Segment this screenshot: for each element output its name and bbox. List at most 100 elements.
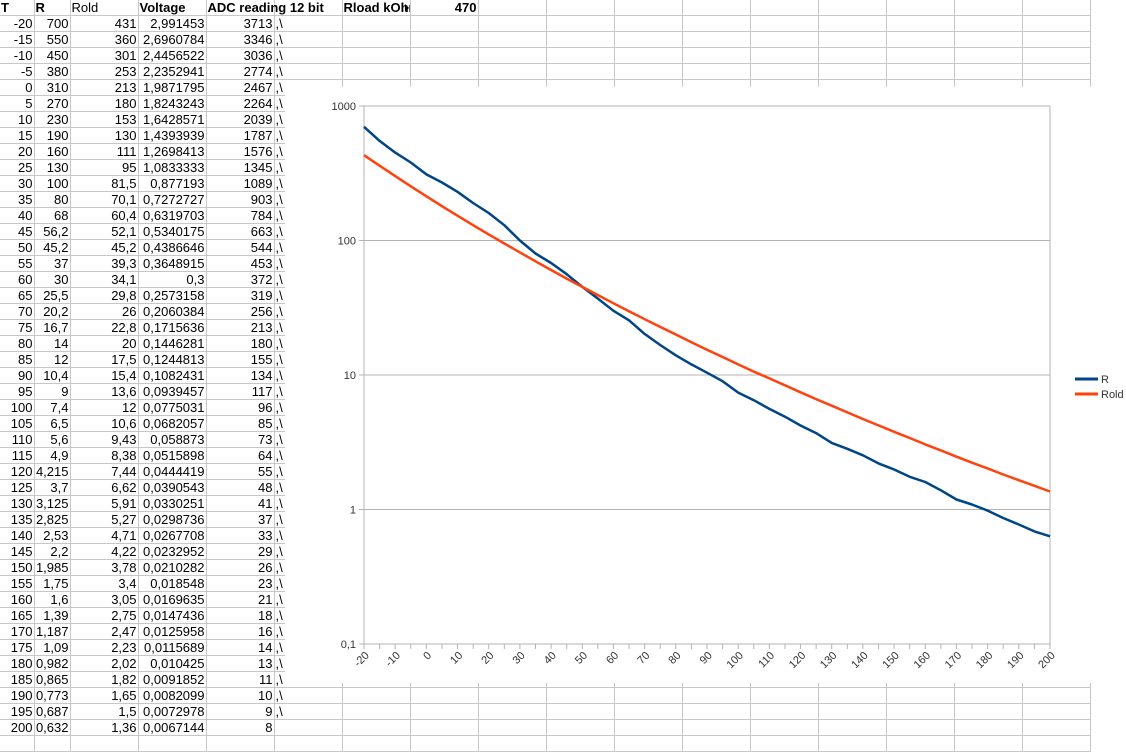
data-cell[interactable]: 21 <box>206 591 275 608</box>
empty-cell[interactable] <box>682 735 751 752</box>
data-cell[interactable]: 1576 <box>206 143 275 160</box>
data-cell[interactable]: 1,9871795 <box>138 79 207 96</box>
data-cell[interactable]: 180 <box>206 335 275 352</box>
data-cell[interactable]: 4,9 <box>34 447 71 464</box>
data-cell[interactable]: 37 <box>34 255 71 272</box>
data-cell[interactable]: 11 <box>206 671 275 688</box>
data-cell[interactable]: 0,0330251 <box>138 495 207 512</box>
empty-cell[interactable] <box>546 703 615 720</box>
data-cell[interactable]: 95 <box>70 159 139 176</box>
empty-cell[interactable] <box>818 719 887 736</box>
data-cell[interactable]: 95 <box>0 383 35 400</box>
empty-cell[interactable] <box>546 719 615 736</box>
data-cell[interactable]: 0,773 <box>34 687 71 704</box>
data-cell[interactable]: 0,687 <box>34 703 71 720</box>
data-cell[interactable]: 25 <box>0 159 35 176</box>
empty-cell[interactable] <box>954 0 1023 16</box>
data-cell[interactable]: 0,632 <box>34 719 71 736</box>
data-cell[interactable]: 2,23 <box>70 639 139 656</box>
empty-cell[interactable] <box>614 687 683 704</box>
data-cell[interactable]: 111 <box>70 143 139 160</box>
data-cell[interactable]: 160 <box>0 591 35 608</box>
data-cell[interactable]: 80 <box>0 335 35 352</box>
data-cell[interactable]: 39,3 <box>70 255 139 272</box>
data-cell[interactable]: 319 <box>206 287 275 304</box>
data-cell[interactable]: 125 <box>0 479 35 496</box>
data-cell[interactable]: 8 <box>206 719 275 736</box>
data-cell[interactable]: 544 <box>206 239 275 256</box>
data-cell[interactable]: 3036 <box>206 47 275 64</box>
empty-cell[interactable] <box>410 703 479 720</box>
data-cell[interactable]: 52,1 <box>70 223 139 240</box>
empty-cell[interactable] <box>614 47 683 64</box>
data-cell[interactable]: 0,6319703 <box>138 207 207 224</box>
empty-cell[interactable] <box>886 703 955 720</box>
empty-cell[interactable] <box>818 47 887 64</box>
data-cell[interactable]: 1,39 <box>34 607 71 624</box>
data-cell[interactable]: ,\ <box>274 687 343 704</box>
data-cell[interactable]: 0,0072978 <box>138 703 207 720</box>
data-cell[interactable]: 3713 <box>206 15 275 32</box>
data-cell[interactable]: 1,0833333 <box>138 159 207 176</box>
data-cell[interactable]: 0,018548 <box>138 575 207 592</box>
data-cell[interactable]: 10,4 <box>34 367 71 384</box>
data-cell[interactable]: 85 <box>206 415 275 432</box>
empty-cell[interactable] <box>1022 47 1091 64</box>
data-cell[interactable]: 0,0939457 <box>138 383 207 400</box>
data-cell[interactable]: 2,47 <box>70 623 139 640</box>
empty-cell[interactable] <box>954 31 1023 48</box>
data-cell[interactable]: 200 <box>0 719 35 736</box>
data-cell[interactable]: 1,985 <box>34 559 71 576</box>
data-cell[interactable]: 1,36 <box>70 719 139 736</box>
empty-cell[interactable] <box>614 15 683 32</box>
data-cell[interactable]: 0,877193 <box>138 175 207 192</box>
data-cell[interactable]: 2467 <box>206 79 275 96</box>
data-cell[interactable]: 80 <box>34 191 71 208</box>
data-cell[interactable]: 2039 <box>206 111 275 128</box>
data-cell[interactable]: 2,2 <box>34 543 71 560</box>
data-cell[interactable]: ,\ <box>274 31 343 48</box>
empty-cell[interactable] <box>614 735 683 752</box>
data-cell[interactable]: 0,982 <box>34 655 71 672</box>
data-cell[interactable]: ,\ <box>274 15 343 32</box>
empty-cell[interactable] <box>1022 719 1091 736</box>
empty-cell[interactable] <box>750 15 819 32</box>
empty-cell[interactable] <box>206 735 275 752</box>
data-cell[interactable]: 96 <box>206 399 275 416</box>
data-cell[interactable]: 3346 <box>206 31 275 48</box>
data-cell[interactable]: 75 <box>0 319 35 336</box>
empty-cell[interactable] <box>342 719 411 736</box>
empty-cell[interactable] <box>614 63 683 80</box>
data-cell[interactable]: 45 <box>0 223 35 240</box>
data-cell[interactable]: 85 <box>0 351 35 368</box>
data-cell[interactable]: 2774 <box>206 63 275 80</box>
data-cell[interactable]: 15 <box>0 127 35 144</box>
data-cell[interactable]: 5,91 <box>70 495 139 512</box>
data-cell[interactable]: 160 <box>34 143 71 160</box>
empty-cell[interactable] <box>750 31 819 48</box>
data-cell[interactable]: 453 <box>206 255 275 272</box>
empty-cell[interactable] <box>274 735 343 752</box>
data-cell[interactable]: 155 <box>206 351 275 368</box>
data-cell[interactable]: 73 <box>206 431 275 448</box>
data-cell[interactable]: -10 <box>0 47 35 64</box>
empty-cell[interactable] <box>1022 687 1091 704</box>
data-cell[interactable]: 17,5 <box>70 351 139 368</box>
data-cell[interactable]: 3,125 <box>34 495 71 512</box>
data-cell[interactable]: 20 <box>70 335 139 352</box>
data-cell[interactable]: 450 <box>34 47 71 64</box>
empty-cell[interactable] <box>682 719 751 736</box>
empty-cell[interactable] <box>682 0 751 16</box>
data-cell[interactable]: 784 <box>206 207 275 224</box>
data-cell[interactable]: 55 <box>0 255 35 272</box>
data-cell[interactable]: 190 <box>0 687 35 704</box>
data-cell[interactable]: 0,0267708 <box>138 527 207 544</box>
empty-cell[interactable] <box>886 31 955 48</box>
empty-cell[interactable] <box>478 63 547 80</box>
empty-cell[interactable] <box>954 735 1023 752</box>
empty-cell[interactable] <box>614 703 683 720</box>
data-cell[interactable]: 380 <box>34 63 71 80</box>
header-cell[interactable]: Rload kOhm <box>342 0 411 16</box>
data-cell[interactable]: 903 <box>206 191 275 208</box>
data-cell[interactable]: 140 <box>0 527 35 544</box>
